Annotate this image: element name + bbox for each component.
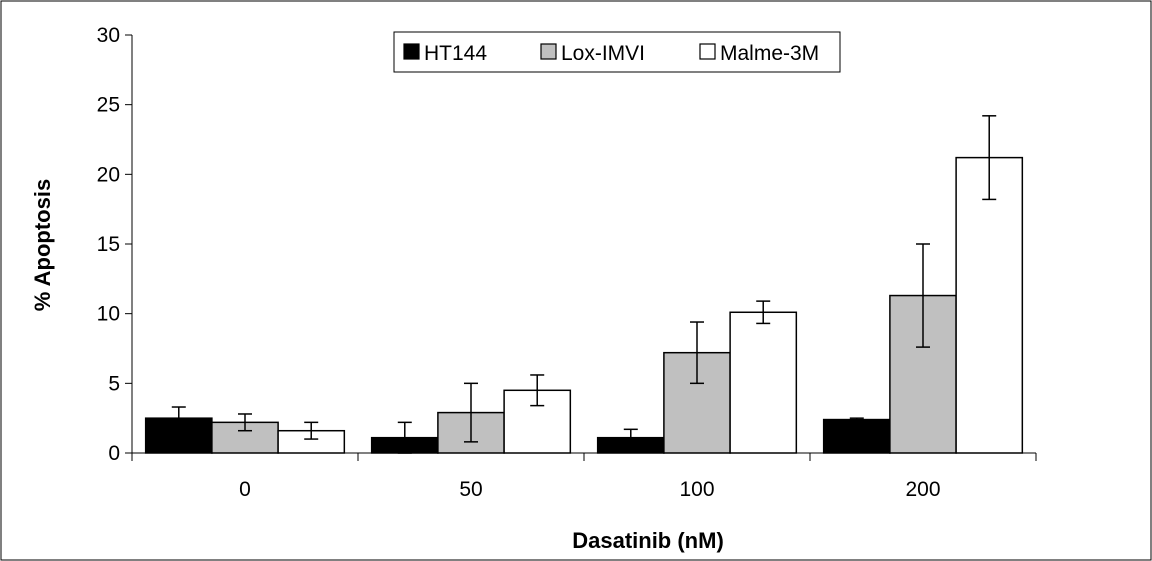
y-tick-label: 5 [108,372,120,395]
legend-swatch [699,43,716,60]
x-tick-label: 200 [905,478,940,501]
legend-box [393,31,841,73]
legend-swatch [403,43,420,60]
x-axis-title: Dasatinib (nM) [572,528,724,553]
axes: 0 5 10 15 20 25 30 0 50 100 200 [97,24,1037,501]
y-tick-label: 25 [97,94,120,117]
y-tick-label: 30 [97,24,120,47]
bar [955,156,1024,454]
x-tick-label: 0 [239,478,251,501]
y-tick-label: 10 [97,303,120,326]
legend: HT144 Lox-IMVI Malme-3M [393,31,841,73]
legend-label: HT144 [424,42,487,65]
plot-area [144,115,1024,454]
legend-swatch [540,43,557,60]
bar [822,418,891,454]
bar [729,311,798,454]
legend-label: Lox-IMVI [561,42,645,65]
y-tick-label: 15 [97,233,120,256]
y-tick-label: 20 [97,163,120,186]
legend-label: Malme-3M [720,42,819,65]
x-tick-label: 50 [459,478,482,501]
x-tick-label: 100 [679,478,714,501]
y-axis-title: % Apoptosis [30,179,55,311]
y-tick-label: 0 [108,442,120,465]
